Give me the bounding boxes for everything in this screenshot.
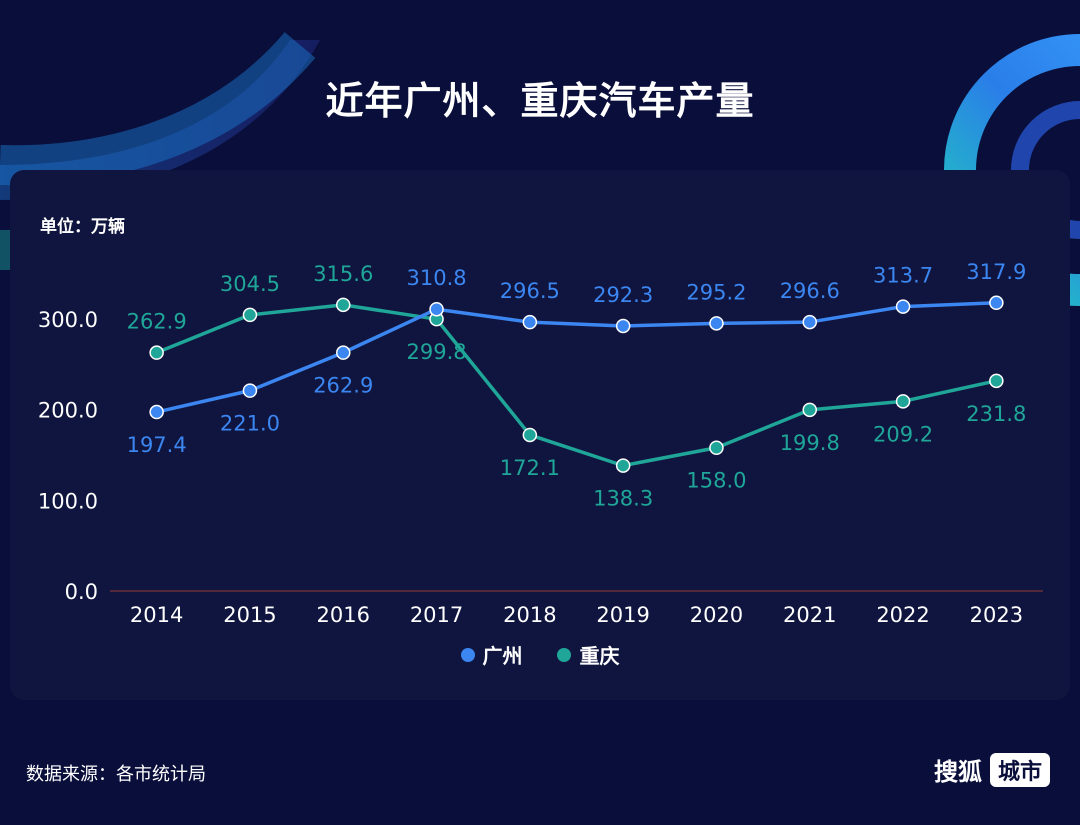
data-point-guangzhou	[522, 314, 538, 330]
legend: 广州 重庆	[0, 640, 1080, 669]
legend-item-guangzhou[interactable]: 广州	[460, 640, 523, 669]
data-point-chongqing	[615, 458, 631, 473]
data-label-chongqing: 304.5	[220, 272, 280, 296]
data-point-chongqing	[149, 345, 164, 360]
data-source: 数据来源：各市统计局	[26, 764, 206, 785]
data-label-chongqing: 138.3	[593, 487, 653, 511]
x-tick-label: 2019	[596, 603, 649, 627]
data-label-guangzhou: 197.4	[127, 433, 187, 457]
legend-label-chongqing: 重庆	[579, 644, 620, 668]
x-tick-label: 2017	[410, 603, 463, 627]
data-label-guangzhou: 296.6	[780, 279, 840, 303]
x-tick-label: 2021	[783, 603, 836, 627]
y-tick-label: 200.0	[38, 399, 98, 423]
brand-name: 搜狐	[933, 758, 982, 786]
data-point-guangzhou	[429, 301, 444, 317]
data-label-guangzhou: 221.0	[220, 412, 280, 436]
data-label-chongqing: 172.1	[500, 456, 560, 480]
legend-dot-guangzhou	[460, 647, 475, 662]
legend-label-guangzhou: 广州	[482, 644, 523, 668]
data-point-chongqing	[802, 402, 817, 418]
data-point-guangzhou	[242, 383, 258, 398]
data-label-chongqing: 262.9	[127, 310, 187, 334]
unit-label: 单位：万辆	[40, 217, 125, 237]
x-tick-label: 2015	[223, 603, 276, 627]
data-point-guangzhou	[895, 299, 911, 314]
data-point-chongqing	[336, 297, 351, 313]
brand-badge: 城市	[989, 752, 1050, 787]
data-point-chongqing	[895, 394, 911, 409]
data-point-chongqing	[989, 373, 1004, 389]
series-line-chongqing	[155, 303, 997, 468]
data-label-guangzhou: 310.8	[406, 266, 466, 290]
x-tick-label: 2018	[503, 603, 556, 627]
data-point-guangzhou	[336, 345, 351, 360]
data-label-guangzhou: 313.7	[873, 264, 933, 288]
data-point-chongqing	[522, 427, 538, 443]
data-label-chongqing: 209.2	[873, 422, 933, 446]
data-label-chongqing: 231.8	[966, 402, 1026, 426]
legend-dot-chongqing	[557, 647, 572, 662]
y-tick-label: 100.0	[38, 489, 98, 513]
x-tick-label: 2016	[317, 603, 370, 627]
data-label-guangzhou: 262.9	[313, 374, 373, 398]
x-tick-label: 2022	[876, 603, 929, 627]
data-label-chongqing: 199.8	[780, 431, 840, 455]
data-point-chongqing	[242, 307, 258, 323]
data-point-guangzhou	[149, 404, 164, 420]
chart-panel	[10, 170, 1070, 700]
x-tick-label: 2014	[130, 603, 183, 627]
data-point-guangzhou	[709, 316, 724, 331]
data-label-chongqing: 158.0	[686, 469, 746, 493]
series-line-guangzhou	[156, 301, 997, 414]
data-point-guangzhou	[989, 295, 1004, 311]
y-tick-label: 300.0	[38, 308, 98, 332]
data-label-guangzhou: 296.5	[500, 279, 560, 303]
data-label-chongqing: 315.6	[313, 262, 373, 286]
data-point-guangzhou	[615, 318, 631, 334]
brand-logo: 搜狐 城市	[934, 752, 1050, 787]
x-tick-label: 2020	[690, 603, 743, 627]
data-label-guangzhou: 295.2	[686, 280, 746, 304]
data-point-chongqing	[709, 440, 724, 455]
data-label-guangzhou: 317.9	[966, 260, 1026, 284]
legend-item-chongqing[interactable]: 重庆	[557, 640, 619, 669]
data-label-chongqing: 299.8	[406, 340, 466, 364]
data-label-guangzhou: 292.3	[593, 283, 653, 307]
data-point-guangzhou	[802, 314, 817, 330]
y-tick-label: 0.0	[65, 580, 98, 604]
chart-title: 近年广州、重庆汽车产量	[325, 79, 755, 123]
x-tick-label: 2023	[970, 603, 1023, 627]
